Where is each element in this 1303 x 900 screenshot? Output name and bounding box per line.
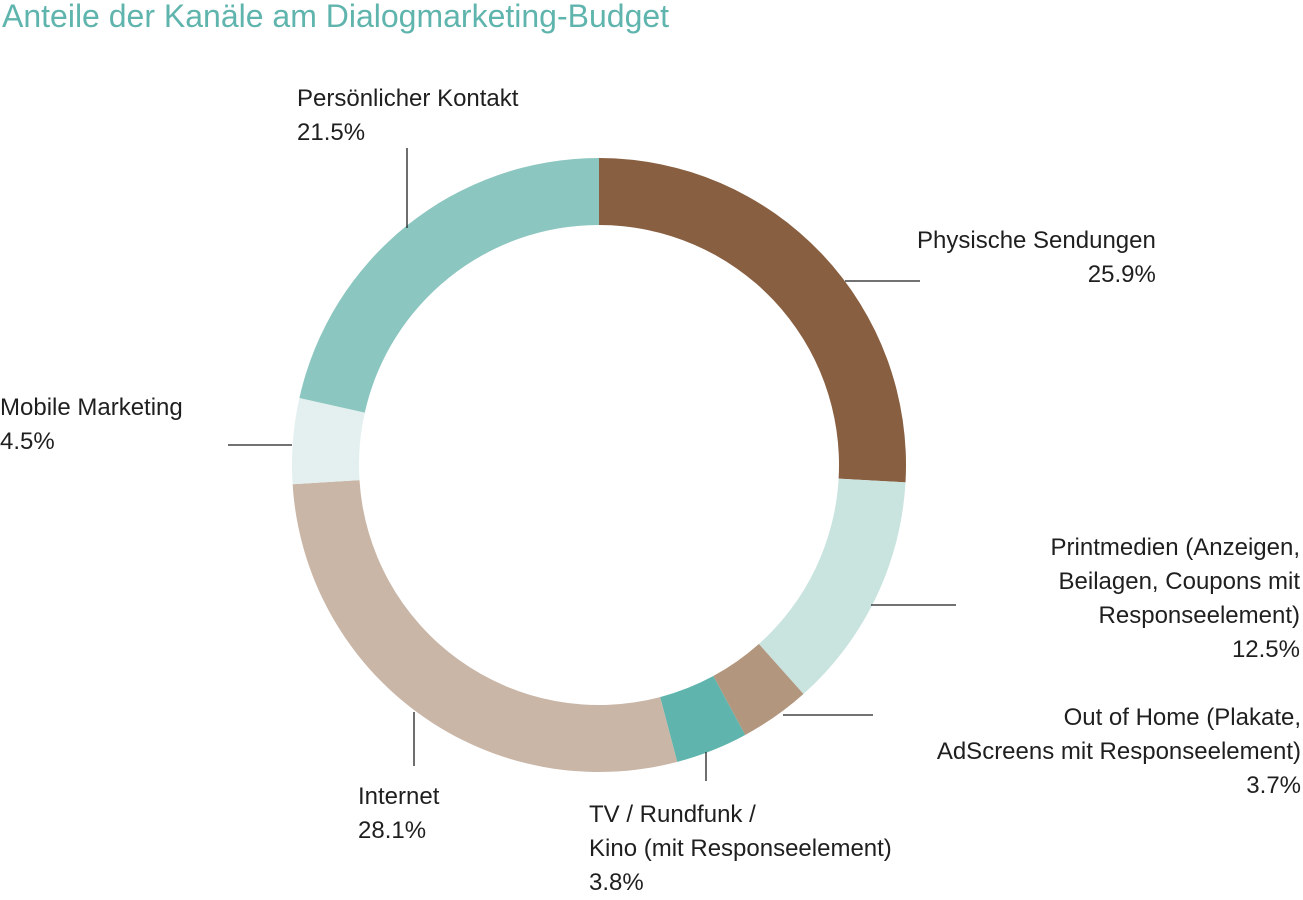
label-print-line2: Beilagen, Coupons mit — [1058, 568, 1300, 595]
label-mobile-value: 4.5% — [0, 428, 55, 455]
label-mobile-marketing: Mobile Marketing 4.5% — [0, 391, 183, 459]
chart-title: Anteile der Kanäle am Dialogmarketing-Bu… — [2, 0, 670, 34]
label-ooh-line1: Out of Home (Plakate, — [1063, 704, 1301, 731]
label-internet: Internet 28.1% — [358, 780, 439, 848]
leader-lines — [228, 148, 956, 781]
label-ooh-value: 3.7% — [1246, 772, 1301, 799]
label-print-value: 12.5% — [1231, 636, 1300, 663]
label-tv-rundfunk-kino: TV / Rundfunk / Kino (mit Responseelemen… — [589, 798, 892, 900]
label-persoenlicher-kontakt: Persönlicher Kontakt 21.5% — [297, 82, 518, 150]
donut-slice-2 — [713, 644, 804, 735]
label-print-line1: Printmedien (Anzeigen, — [1050, 534, 1300, 561]
label-internet-value: 28.1% — [358, 817, 427, 844]
label-tv-line2: Kino (mit Responseelement) — [589, 835, 892, 862]
label-persoenlich-name: Persönlicher Kontakt — [297, 85, 519, 112]
label-physische-value: 25.9% — [1087, 261, 1156, 288]
donut-slice-0 — [599, 158, 906, 483]
donut-slice-5 — [292, 398, 365, 485]
label-tv-value: 3.8% — [589, 869, 644, 896]
donut-slices — [292, 158, 906, 772]
donut-slice-6 — [299, 158, 599, 413]
label-ooh-line2: AdScreens mit Responseelement) — [936, 738, 1301, 765]
donut-slice-1 — [758, 478, 906, 695]
label-physische-name: Physische Sendungen — [917, 227, 1156, 254]
donut-slice-4 — [292, 480, 678, 772]
label-print-line3: Responseelement) — [1098, 602, 1300, 629]
donut-slice-3 — [660, 676, 746, 762]
label-physische-sendungen: Physische Sendungen 25.9% — [917, 224, 1156, 292]
label-internet-name: Internet — [358, 783, 440, 810]
label-out-of-home: Out of Home (Plakate, AdScreens mit Resp… — [937, 701, 1301, 803]
label-tv-line1: TV / Rundfunk / — [589, 801, 756, 828]
label-persoenlich-value: 21.5% — [297, 119, 366, 146]
label-mobile-name: Mobile Marketing — [0, 394, 183, 421]
label-printmedien: Printmedien (Anzeigen, Beilagen, Coupons… — [1051, 531, 1300, 667]
